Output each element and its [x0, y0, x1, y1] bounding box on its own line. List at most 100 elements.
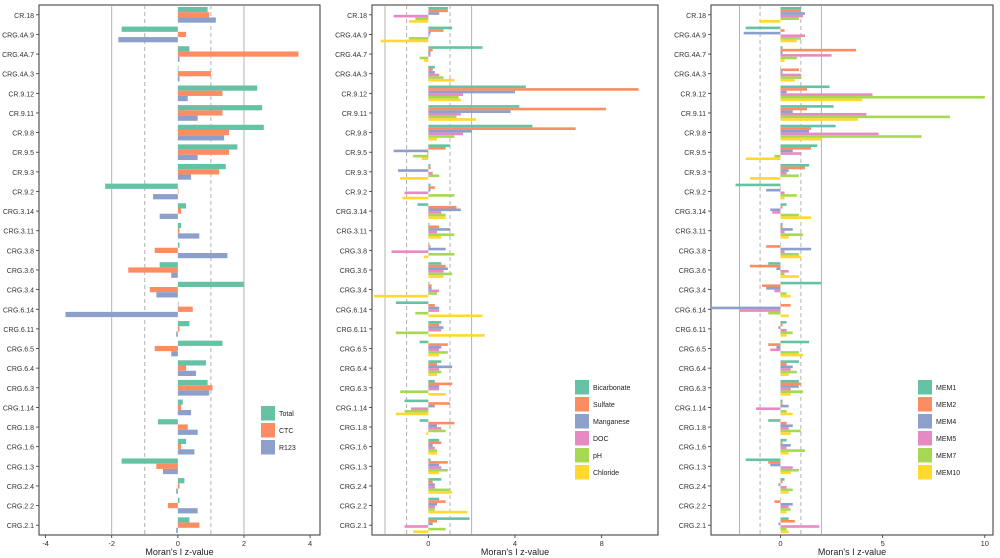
bar-mem5 [780, 427, 789, 430]
bar-mem7 [780, 370, 797, 374]
legend: Bicarbonate Sulfate Manganese DOC pH Chloride [575, 380, 630, 480]
bar-mem1 [780, 144, 818, 147]
bar-r123 [177, 17, 216, 23]
bar-mem1 [780, 46, 783, 49]
bar-sulfate [428, 146, 446, 150]
bar-ph [404, 410, 429, 413]
bar-mem10 [780, 491, 789, 494]
bar-chloride [428, 334, 485, 337]
bar-mem7 [780, 390, 803, 394]
x-tick-label: -2 [108, 539, 115, 548]
bar-manganese [428, 463, 440, 467]
bar-mem2 [780, 107, 808, 111]
bar-mem4 [780, 12, 805, 15]
bar-ph [428, 351, 448, 354]
category-label: CR.9.11 [681, 111, 706, 118]
bar-total [177, 497, 180, 503]
bar-sulfate [428, 225, 440, 229]
bar-ph [428, 468, 448, 472]
category-label: CRG.2.2 [7, 504, 34, 511]
bar-mem1 [780, 203, 787, 206]
bar-mem2 [768, 343, 781, 346]
bar-mem7 [780, 331, 793, 335]
bar-sulfate [428, 343, 448, 346]
bar-total [177, 65, 179, 72]
bar-r123 [177, 429, 198, 435]
bar-mem7 [780, 351, 799, 354]
bar-mem5 [780, 466, 793, 469]
category-label: CRG.1.14 [336, 405, 367, 412]
bar-mem1 [745, 26, 781, 30]
bar-manganese [428, 110, 511, 113]
bar-mem7 [780, 292, 787, 295]
bar-ph [428, 370, 442, 374]
legend-key [575, 448, 589, 463]
bar-mem5 [780, 34, 805, 38]
category-label: CRG.2.1 [679, 523, 706, 530]
category-label: CR.9.12 [341, 91, 367, 98]
category-label: CRG.3.11 [675, 229, 706, 236]
bar-mem2 [780, 166, 805, 170]
category-label: CR.9.8 [684, 131, 706, 138]
bar-mem7 [780, 17, 799, 21]
category-label: CRG.2.4 [679, 484, 706, 491]
bar-r123 [118, 37, 178, 43]
bar-ph [428, 233, 455, 236]
legend-key [918, 431, 932, 446]
bar-ph [428, 194, 455, 197]
bar-ctc [177, 110, 223, 116]
bar-doc [391, 250, 429, 253]
bar-ph [428, 292, 437, 295]
bar-total [177, 85, 258, 91]
bar-bicarbonate [428, 262, 442, 265]
category-label: CRG.4A.9 [2, 32, 34, 39]
legend-label: MEM7 [936, 453, 956, 460]
legend-label: Chloride [593, 470, 619, 477]
bar-doc [428, 171, 433, 175]
bar-ph [428, 213, 446, 217]
category-label: CR.9.2 [345, 189, 367, 196]
bar-chloride [424, 59, 429, 62]
category-label: CRG.3.4 [679, 288, 706, 295]
bar-mem5 [780, 191, 785, 195]
legend: Total CTC R123 [261, 406, 296, 455]
bar-doc [428, 34, 430, 38]
bar-ph [415, 311, 429, 315]
bar-mem7 [780, 194, 797, 197]
bar-mem5 [780, 270, 789, 273]
bar-sulfate [428, 186, 435, 189]
bar-doc [428, 270, 444, 273]
legend-key [261, 423, 275, 438]
bar-doc [428, 289, 440, 293]
category-label: CRG.6.4 [7, 366, 34, 373]
bar-doc [427, 152, 429, 155]
bar-mem1 [780, 360, 799, 363]
bar-ctc [177, 129, 230, 136]
category-label: CRG.4A.7 [674, 52, 706, 59]
bar-chloride [428, 393, 446, 396]
bar-mem5 [780, 93, 873, 96]
category-label: CRG.3.11 [336, 229, 367, 236]
bar-ph [428, 449, 437, 452]
bar-mem5 [772, 211, 781, 214]
bar-bicarbonate [428, 6, 448, 10]
bar-mem4 [780, 365, 793, 369]
bar-ph [415, 17, 429, 21]
legend-label: MEM4 [936, 419, 956, 426]
bar-doc [428, 132, 463, 136]
bar-mem2 [780, 362, 787, 366]
bar-total [177, 6, 208, 13]
bar-doc [404, 191, 429, 195]
bar-mem5 [780, 230, 785, 234]
bar-mem10 [780, 373, 789, 376]
bar-doc [428, 328, 442, 332]
bar-mem7 [780, 115, 951, 119]
bar-ctc [128, 267, 178, 273]
bar-total [177, 281, 244, 288]
bar-mem1 [780, 517, 789, 520]
bar-mem7 [780, 213, 799, 217]
bar-manganese [428, 31, 431, 35]
bar-manganese [428, 12, 440, 15]
bar-chloride [428, 216, 446, 219]
bar-ph [428, 174, 440, 178]
